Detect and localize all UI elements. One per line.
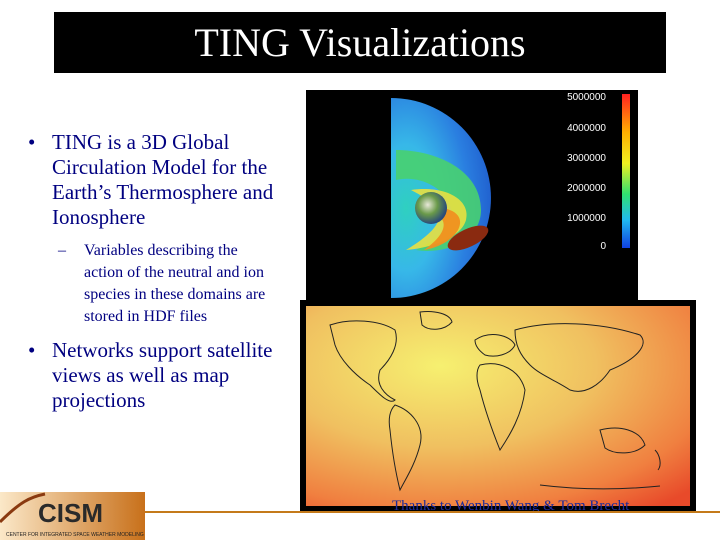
bullet-list: • TING is a 3D Global Circulation Model … — [28, 130, 278, 413]
bullet-dot-icon: • — [28, 130, 36, 154]
image-credit: Thanks to Wenbin Wang & Tom Brecht — [392, 498, 630, 514]
logo-subtext: CENTER FOR INTEGRATED SPACE WEATHER MODE… — [6, 532, 144, 538]
colorbar-label: 2000000 — [567, 183, 606, 194]
bullet-networks: • Networks support satellite views as we… — [28, 338, 278, 413]
map-projection-graphic — [306, 306, 690, 506]
sub-bullet-dash-icon: – — [58, 242, 66, 259]
cism-logo-graphic: CISM CENTER FOR INTEGRATED SPACE WEATHER… — [0, 492, 145, 540]
colorbar-label: 0 — [600, 241, 606, 252]
colorbar-label: 1000000 — [567, 213, 606, 224]
satellite-view-image: 5000000 4000000 3000000 2000000 1000000 … — [306, 90, 638, 302]
bullet-text: TING is a 3D Global Circulation Model fo… — [52, 130, 274, 229]
bullet-dot-icon: • — [28, 338, 36, 362]
colorbar-label: 4000000 — [567, 123, 606, 134]
footer-rule — [145, 511, 720, 513]
sub-bullet-variables: – Variables describing the action of the… — [28, 240, 278, 328]
colorbar-label: 3000000 — [567, 153, 606, 164]
slide-title: TING Visualizations — [54, 12, 666, 73]
sub-bullet-text: Variables describing the action of the n… — [84, 242, 266, 325]
satellite-view-graphic: 5000000 4000000 3000000 2000000 1000000 … — [391, 92, 630, 298]
cism-logo: CISM CENTER FOR INTEGRATED SPACE WEATHER… — [0, 492, 145, 540]
bullet-ting-model: • TING is a 3D Global Circulation Model … — [28, 130, 278, 230]
bullet-text: Networks support satellite views as well… — [52, 338, 273, 412]
map-projection-image — [300, 300, 696, 512]
colorbar-label: 5000000 — [567, 92, 606, 103]
logo-text: CISM — [38, 498, 103, 528]
